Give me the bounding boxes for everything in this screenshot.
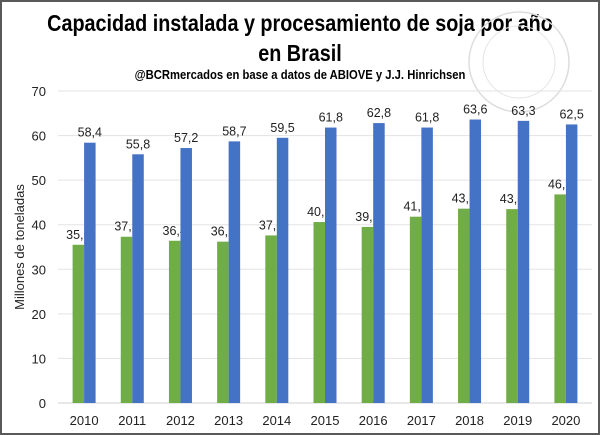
y-axis-label: Millones de toneladas [12, 184, 27, 310]
bar-green-2013 [217, 241, 229, 403]
y-tick-label: 60 [32, 129, 46, 144]
chart-subtitle: @BCRmercados en base a datos de ABIOVE y… [134, 68, 466, 82]
bar-blue-2017 [421, 127, 433, 403]
x-tick-label: 2013 [214, 413, 243, 428]
bar-blue-2018 [469, 119, 482, 404]
x-tick-label: 2014 [262, 413, 291, 428]
data-label: 58,4 [78, 126, 102, 140]
watermark-seal-inner [482, 25, 556, 99]
bar-blue-2020 [565, 124, 578, 403]
x-tick-label: 2019 [503, 413, 532, 428]
bar-blue-2015 [325, 127, 337, 403]
bar-blue-2014 [276, 137, 289, 404]
x-tick-label: 2011 [118, 413, 146, 428]
data-label: 61,8 [319, 111, 343, 125]
bar-green-2020 [554, 194, 566, 403]
bar-green-2019 [506, 209, 518, 403]
bar-blue-2019 [517, 120, 530, 403]
data-label: 58,7 [222, 124, 246, 138]
y-tick-label: 0 [39, 396, 46, 411]
bar-green-2010 [72, 244, 85, 403]
chart-title: Capacidad instalada y procesamiento de s… [47, 10, 553, 66]
bar-green-2015 [313, 222, 325, 403]
y-tick-label: 20 [32, 307, 46, 322]
bar-green-2016 [361, 226, 374, 403]
y-tick-label: 40 [32, 218, 46, 233]
bar-blue-2010 [84, 142, 96, 403]
x-tick-label: 2010 [70, 413, 99, 428]
x-tick-label: 2016 [359, 413, 388, 428]
x-tick-label: 2015 [311, 413, 340, 428]
bar-green-2018 [458, 208, 470, 403]
y-tick-label: 70 [32, 84, 46, 99]
bar-green-2014 [265, 235, 277, 403]
data-label: 57,2 [174, 131, 198, 145]
bar-blue-2016 [373, 123, 385, 403]
x-tick-label: 2018 [455, 413, 484, 428]
x-tick-label: 2012 [166, 413, 195, 428]
watermark-seal [468, 11, 570, 113]
y-tick-label: 10 [32, 351, 46, 366]
bar-blue-2011 [132, 154, 144, 403]
x-tick-label: 2017 [407, 413, 436, 428]
data-label: 55,8 [126, 137, 150, 151]
y-tick-label: 30 [32, 262, 46, 277]
y-tick-label: 50 [32, 173, 46, 188]
data-label: 62,8 [367, 106, 391, 120]
bar-green-2011 [120, 236, 133, 403]
bar-green-2012 [168, 240, 181, 403]
data-label: 62,5 [559, 107, 583, 121]
data-label: 63,6 [463, 103, 487, 117]
data-label: 63,3 [511, 104, 535, 118]
bar-blue-2012 [180, 148, 192, 403]
data-label: 61,8 [415, 111, 439, 125]
bar-green-2017 [409, 216, 422, 403]
data-label: 59,5 [270, 121, 294, 135]
bar-blue-2013 [228, 141, 241, 403]
x-tick-label: 2020 [551, 413, 580, 428]
